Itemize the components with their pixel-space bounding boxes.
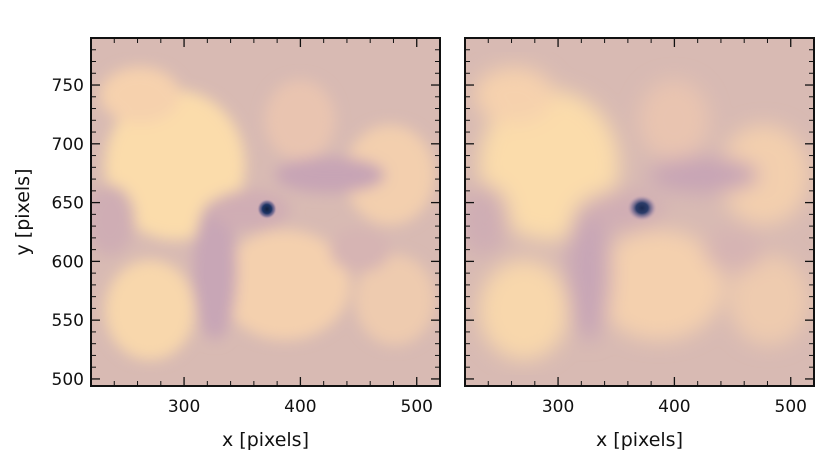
- y-tick-label: 500: [52, 370, 84, 390]
- x-tick-label: 300: [542, 397, 574, 417]
- dark-feature-right: [627, 195, 657, 221]
- plot-frame-right: [464, 37, 815, 387]
- x-tick-label: 300: [168, 397, 200, 417]
- x-tick-label: 400: [284, 397, 316, 417]
- dark-feature-left: [257, 199, 277, 219]
- y-tick-label: 650: [52, 194, 84, 214]
- x-tick-label: 500: [401, 397, 433, 417]
- axes-right: 300 400 500 x [pixels]: [464, 37, 815, 451]
- x-axis-label-right: x [pixels]: [596, 429, 683, 451]
- plot-frame-left: [90, 37, 441, 387]
- axes-left: 300 400 500 500 550 600 650 700 750 x [pixels] y […: [12, 37, 441, 451]
- panel-right: [465, 38, 814, 386]
- y-tick-label: 600: [52, 252, 84, 272]
- y-axis-label: y [pixels]: [12, 169, 34, 256]
- x-tick-label: 500: [775, 397, 807, 417]
- y-tick-label: 700: [52, 135, 84, 155]
- y-tick-label: 750: [52, 76, 84, 96]
- heatmap-image-left: [91, 38, 440, 386]
- panel-left: [91, 38, 440, 386]
- x-axis-label-left: x [pixels]: [222, 429, 309, 451]
- y-tick-label: 550: [52, 311, 84, 331]
- x-tick-label: 400: [658, 397, 690, 417]
- heatmap-image-right: [465, 38, 814, 386]
